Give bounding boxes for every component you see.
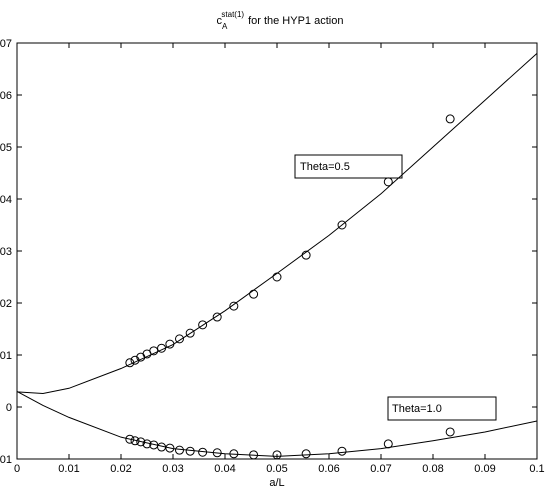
- y-tick-label: 01: [0, 454, 12, 466]
- annotation-box: [387, 396, 497, 421]
- data-point: [301, 449, 311, 459]
- title-sub: A: [222, 22, 228, 31]
- data-point: [125, 434, 135, 444]
- data-point: [149, 346, 159, 356]
- x-tick-label: 0.09: [474, 463, 495, 475]
- data-point: [229, 301, 239, 311]
- data-point: [198, 320, 208, 330]
- x-tick-label: 0.08: [422, 463, 443, 475]
- data-point: [212, 312, 222, 322]
- x-tick-label: 0.04: [214, 463, 235, 475]
- title-rest: for the HYP1 action: [248, 15, 343, 27]
- y-tick-label: 03: [0, 246, 12, 258]
- y-tick-label: 01: [0, 350, 12, 362]
- annotation: Theta=1.0: [392, 403, 442, 415]
- data-point: [185, 328, 195, 338]
- data-point: [445, 114, 455, 124]
- x-tick-label: 0.05: [266, 463, 287, 475]
- data-point: [272, 450, 282, 460]
- fit-curve: [16, 53, 538, 394]
- data-point: [445, 427, 455, 437]
- x-tick-label: 0.01: [58, 463, 79, 475]
- chart-title: cAstat(1) for the HYP1 action: [217, 10, 344, 31]
- annotation: Theta=0.5: [300, 161, 350, 173]
- annotation-box: [294, 154, 403, 179]
- y-tick-label: 06: [0, 90, 12, 102]
- data-point: [249, 289, 259, 299]
- data-point: [383, 177, 393, 187]
- y-tick-label: 0: [6, 402, 12, 414]
- data-point: [136, 437, 146, 447]
- x-tick-label: 0.1: [529, 463, 544, 475]
- data-point: [165, 443, 175, 453]
- y-tick-label: 05: [0, 142, 12, 154]
- title-main: c: [217, 15, 223, 27]
- fit-curve: [16, 390, 538, 457]
- y-tick-label: 07: [0, 38, 12, 50]
- data-point: [272, 272, 282, 282]
- data-point: [337, 446, 347, 456]
- x-tick-label: 0.03: [162, 463, 183, 475]
- data-point: [175, 334, 184, 344]
- x-tick-label: 0.02: [110, 463, 131, 475]
- x-tick-label: 0.06: [318, 463, 339, 475]
- x-tick-label: 0.07: [370, 463, 391, 475]
- y-tick-label: 02: [0, 298, 12, 310]
- data-point: [185, 446, 195, 456]
- y-tick-label: 04: [0, 194, 12, 206]
- data-point: [337, 220, 347, 230]
- data-point: [175, 445, 184, 455]
- x-axis-label: a/L: [269, 477, 284, 489]
- title-sup: stat(1): [221, 10, 244, 19]
- x-tick-label: 0: [14, 463, 20, 475]
